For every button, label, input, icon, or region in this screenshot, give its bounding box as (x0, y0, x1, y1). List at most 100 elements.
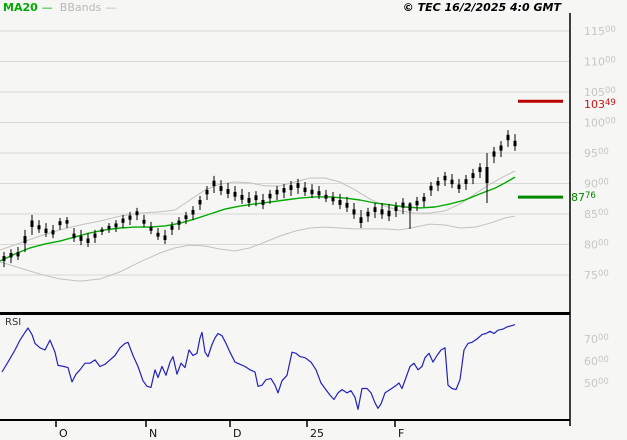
candle-body (72, 233, 76, 239)
candle-body (471, 173, 475, 179)
price-tick-label: 10500 (584, 86, 616, 99)
candle-body (443, 175, 447, 181)
candle-body (58, 221, 62, 226)
level-label-resistance: 10349 (584, 98, 616, 111)
candle-body (352, 209, 356, 215)
candle-body (485, 167, 489, 184)
candle-body (373, 207, 377, 212)
candle-body (44, 228, 48, 234)
candle-body (205, 189, 209, 195)
candle-body (310, 189, 314, 195)
candle-body (212, 180, 216, 187)
candle-body (408, 203, 412, 211)
candle-body (100, 229, 104, 232)
month-label: 25 (310, 427, 324, 440)
candle-body (422, 196, 426, 202)
price-tick-label: 8000 (584, 239, 609, 252)
month-label: O (59, 427, 68, 440)
price-tick-label: 11500 (584, 25, 616, 38)
candle-body (282, 188, 286, 193)
candle-body (142, 219, 146, 224)
candle-body (387, 210, 391, 217)
candle-body (338, 199, 342, 205)
candle-body (324, 194, 328, 199)
level-label-support: 8776 (571, 191, 596, 204)
legend-item-bbands: BBands — (60, 1, 117, 14)
candle-body (268, 193, 272, 199)
legend: MA20 — BBands — (3, 1, 116, 14)
candle-body (149, 226, 153, 231)
candle-body (401, 202, 405, 208)
candle-body (184, 215, 188, 220)
price-tick-label: 8500 (584, 208, 609, 221)
candle-body (415, 200, 419, 206)
candle-body (380, 209, 384, 215)
candle-body (121, 218, 125, 223)
candle-body (135, 211, 139, 216)
candle-body (275, 189, 279, 195)
legend-bbands-label: BBands (59, 1, 102, 14)
candle-body (2, 256, 6, 261)
rsi-tick-label: 7000 (584, 333, 609, 346)
candle-body (296, 183, 300, 188)
bollinger-upper-line (0, 170, 516, 251)
candle-body (289, 185, 293, 191)
candle-body (163, 235, 167, 240)
candle-body (247, 198, 251, 203)
candle-body (303, 187, 307, 193)
legend-ma20-label: MA20 (3, 1, 38, 14)
candle-body (79, 235, 83, 241)
price-tick-label: 10000 (584, 117, 616, 130)
candle-body (478, 167, 482, 173)
candle-body (156, 232, 160, 237)
candle-body (170, 225, 174, 230)
candle-body (450, 179, 454, 185)
candle-body (394, 206, 398, 212)
candle-body (345, 202, 349, 208)
price-tick-label: 11000 (584, 56, 616, 69)
candle-body (86, 238, 90, 244)
candle-body (177, 220, 181, 225)
candle-body (23, 236, 27, 244)
rsi-panel-label: RSI (5, 317, 22, 328)
candle-body (114, 223, 118, 228)
rsi-tick-label: 5000 (584, 377, 609, 390)
rsi-tick-label: 6000 (584, 355, 609, 368)
candle-body (331, 197, 335, 202)
price-tick-label: 9000 (584, 178, 609, 191)
candle-body (37, 225, 41, 230)
candle-body (436, 181, 440, 186)
candle-body (128, 215, 132, 220)
legend-ma20-dash: — (41, 1, 53, 14)
legend-item-ma20: MA20 — (3, 1, 53, 14)
copyright-text: © TEC 16/2/2025 4:0 GMT (402, 1, 561, 14)
candle-body (366, 211, 370, 217)
candle-body (464, 179, 468, 184)
candle-body (233, 191, 237, 197)
candle-body (499, 145, 503, 151)
bollinger-lower-line (0, 215, 516, 282)
candle-body (191, 209, 195, 215)
legend-bbands-dash: — (105, 1, 117, 14)
month-label: N (149, 427, 157, 440)
candle-body (254, 195, 258, 201)
candle-body (107, 225, 111, 230)
candle-body (51, 230, 55, 235)
candle-body (492, 151, 496, 157)
candle-body (513, 140, 517, 147)
price-tick-label: 9500 (584, 147, 609, 160)
candle-body (226, 188, 230, 194)
candle-body (30, 220, 34, 227)
candle-body (65, 220, 69, 224)
candle-body (219, 186, 223, 191)
candle-body (317, 191, 321, 196)
candle-body (16, 252, 20, 257)
candle-body (506, 134, 510, 141)
candle-body (93, 233, 97, 238)
month-label: F (398, 427, 404, 440)
candle-body (457, 184, 461, 190)
rsi-line (1, 324, 516, 410)
candle-body (261, 199, 265, 205)
